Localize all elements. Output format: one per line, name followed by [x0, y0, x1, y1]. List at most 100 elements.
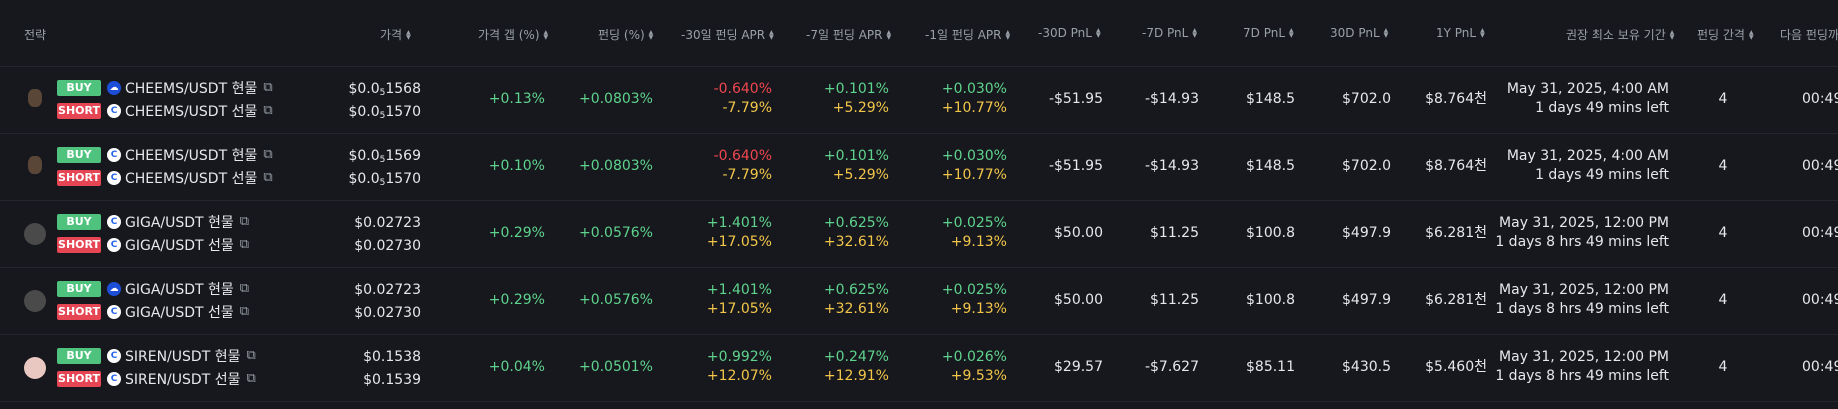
- price-prefix: $0.0: [348, 148, 380, 164]
- strategy-cell: BUY C CHEEMS/USDT 현물 ⧉ SHORT C CHEEMS/US…: [57, 143, 273, 189]
- price-prefix: $0.02730: [354, 305, 421, 321]
- header-pnl1y-label: 1Y PnL: [1436, 26, 1477, 40]
- header-pnl30m[interactable]: -30D PnL ▲ ▼: [1038, 26, 1101, 40]
- pnl-30d: $497.9: [1342, 225, 1391, 241]
- header-price-gap-label: 가격 갭 (%): [478, 28, 540, 42]
- table-row[interactable]: BUY C GIGA/USDT 현물 ⧉ SHORT C GIGA/USDT 선…: [0, 201, 1838, 268]
- price-prefix: $0.1539: [363, 372, 421, 388]
- external-link-icon[interactable]: ⧉: [246, 371, 256, 386]
- external-link-icon[interactable]: ⧉: [263, 147, 273, 162]
- pnl-7d: $100.8: [1246, 292, 1295, 308]
- hold-period-cell: May 31, 2025, 12:00 PM 1 days 8 hrs 49 m…: [1495, 281, 1669, 319]
- header-pnl30[interactable]: 30D PnL ▲ ▼: [1330, 26, 1388, 40]
- header-pnl7m[interactable]: -7D PnL ▲ ▼: [1142, 26, 1197, 40]
- price-prefix: $0.1538: [363, 349, 421, 365]
- sort-icon: ▲ ▼: [1005, 28, 1011, 41]
- header-apr1-label: -1일 펀딩 APR: [925, 28, 1002, 42]
- futures-price: $0.02730: [354, 237, 421, 260]
- apr7-apr: +32.61%: [823, 301, 889, 317]
- header-apr30[interactable]: -30일 펀딩 APR ▲ ▼: [681, 26, 774, 43]
- header-pnl1y[interactable]: 1Y PnL ▲ ▼: [1436, 26, 1485, 40]
- apr30-rate: -0.640%: [713, 81, 772, 97]
- header-apr7-label: -7일 펀딩 APR: [806, 28, 883, 42]
- apr1-cell: +0.030% +10.77%: [942, 80, 1007, 118]
- funding-interval: 4: [1718, 359, 1728, 375]
- table-row[interactable]: BUY C SIREN/USDT 현물 ⧉ SHORT C SIREN/USDT…: [0, 335, 1838, 402]
- header-interval[interactable]: 펀딩 간격 ▲ ▼: [1697, 26, 1754, 43]
- token-avatar: [24, 357, 46, 379]
- futures-price: $0.051570: [348, 170, 421, 193]
- header-hold[interactable]: 권장 최소 보유 기간 ▲ ▼: [1566, 26, 1674, 43]
- funding-rate: +0.0576%: [578, 292, 653, 308]
- external-link-icon[interactable]: ⧉: [263, 80, 273, 95]
- hold-time-left: 1 days 49 mins left: [1535, 167, 1669, 183]
- short-badge: SHORT: [57, 303, 101, 320]
- buy-badge: BUY: [57, 146, 101, 163]
- external-link-icon[interactable]: ⧉: [263, 170, 273, 185]
- apr1-cell: +0.026% +9.53%: [942, 348, 1007, 386]
- header-next[interactable]: 다음 펀딩까지: [1780, 26, 1838, 43]
- external-link-icon[interactable]: ⧉: [263, 103, 273, 118]
- header-apr7[interactable]: -7일 펀딩 APR ▲ ▼: [806, 26, 891, 43]
- external-link-icon[interactable]: ⧉: [239, 214, 250, 229]
- price-gap: +0.29%: [488, 292, 545, 308]
- header-pnl7[interactable]: 7D PnL ▲ ▼: [1243, 26, 1294, 40]
- apr30-cell: +1.401% +17.05%: [707, 214, 772, 252]
- header-pnl7-label: 7D PnL: [1243, 26, 1286, 40]
- table-row[interactable]: BUY C CHEEMS/USDT 현물 ⧉ SHORT C CHEEMS/US…: [0, 134, 1838, 201]
- price-suffix: 1570: [385, 171, 421, 187]
- apr1-apr: +10.77%: [941, 100, 1007, 116]
- header-interval-label: 펀딩 간격: [1697, 28, 1745, 42]
- futures-leg: SHORT C GIGA/USDT 선물 ⧉: [57, 300, 249, 323]
- apr7-cell: +0.625% +32.61%: [824, 214, 889, 252]
- header-funding[interactable]: 펀딩 (%) ▲ ▼: [598, 26, 653, 43]
- futures-leg: SHORT C CHEEMS/USDT 선물 ⧉: [57, 99, 273, 122]
- apr7-apr: +5.29%: [832, 100, 889, 116]
- pnl-1y: $8.764천: [1425, 91, 1487, 107]
- apr30-rate: +0.992%: [706, 349, 772, 365]
- price-gap: +0.04%: [488, 359, 545, 375]
- header-apr1[interactable]: -1일 펀딩 APR ▲ ▼: [925, 26, 1010, 43]
- futures-price: $0.1539: [363, 371, 421, 394]
- header-funding-label: 펀딩 (%): [598, 28, 645, 42]
- futures-leg: SHORT C SIREN/USDT 선물 ⧉: [57, 367, 256, 390]
- header-price[interactable]: 가격 ▲ ▼: [380, 26, 411, 43]
- external-link-icon[interactable]: ⧉: [239, 237, 250, 252]
- price-prefix: $0.0: [348, 104, 380, 120]
- header-price-gap[interactable]: 가격 갭 (%) ▲ ▼: [478, 26, 548, 43]
- c-exchange-icon: C: [107, 170, 121, 185]
- sort-icon: ▲ ▼: [1669, 28, 1675, 41]
- apr7-rate: +0.101%: [823, 148, 889, 164]
- apr30-cell: -0.640% -7.79%: [714, 80, 772, 118]
- sort-icon: ▲ ▼: [769, 28, 774, 41]
- pnl-30d: $702.0: [1342, 158, 1391, 174]
- header-next-label: 다음 펀딩까지: [1780, 28, 1838, 42]
- spot-price: $0.02723: [354, 281, 421, 304]
- pnl-7d: $100.8: [1246, 225, 1295, 241]
- apr1-rate: +0.025%: [941, 282, 1007, 298]
- sort-icon: ▲ ▼: [543, 28, 549, 41]
- apr7-cell: +0.101% +5.29%: [824, 147, 889, 185]
- header-strategy: 전략: [24, 26, 46, 43]
- external-link-icon[interactable]: ⧉: [239, 281, 250, 296]
- hold-period-cell: May 31, 2025, 12:00 PM 1 days 8 hrs 49 m…: [1495, 348, 1669, 386]
- strategy-cell: BUY ☁ GIGA/USDT 현물 ⧉ SHORT C GIGA/USDT 선…: [57, 277, 249, 323]
- table-row[interactable]: BUY ☁ CHEEMS/USDT 현물 ⧉ SHORT C CHEEMS/US…: [0, 67, 1838, 134]
- sort-icon: ▲ ▼: [406, 28, 411, 41]
- apr1-rate: +0.026%: [941, 349, 1007, 365]
- pnl-30d: $702.0: [1342, 91, 1391, 107]
- sort-icon: ▲ ▼: [1095, 27, 1101, 39]
- price-suffix: 1568: [385, 81, 421, 97]
- funding-interval: 4: [1718, 292, 1728, 308]
- strategy-cell: BUY ☁ CHEEMS/USDT 현물 ⧉ SHORT C CHEEMS/US…: [57, 76, 273, 122]
- external-link-icon[interactable]: ⧉: [246, 348, 256, 363]
- futures-leg: SHORT C GIGA/USDT 선물 ⧉: [57, 233, 249, 256]
- hold-time-left: 1 days 49 mins left: [1535, 100, 1669, 116]
- c-exchange-icon: C: [107, 237, 121, 252]
- table-row[interactable]: BUY ☁ GIGA/USDT 현물 ⧉ SHORT C GIGA/USDT 선…: [0, 268, 1838, 335]
- external-link-icon[interactable]: ⧉: [239, 304, 250, 319]
- next-funding-countdown: 00:49: [1802, 359, 1838, 375]
- funding-interval: 4: [1718, 91, 1728, 107]
- futures-pair-label: SIREN/USDT 선물: [125, 371, 241, 388]
- header-hold-label: 권장 최소 보유 기간: [1566, 28, 1666, 42]
